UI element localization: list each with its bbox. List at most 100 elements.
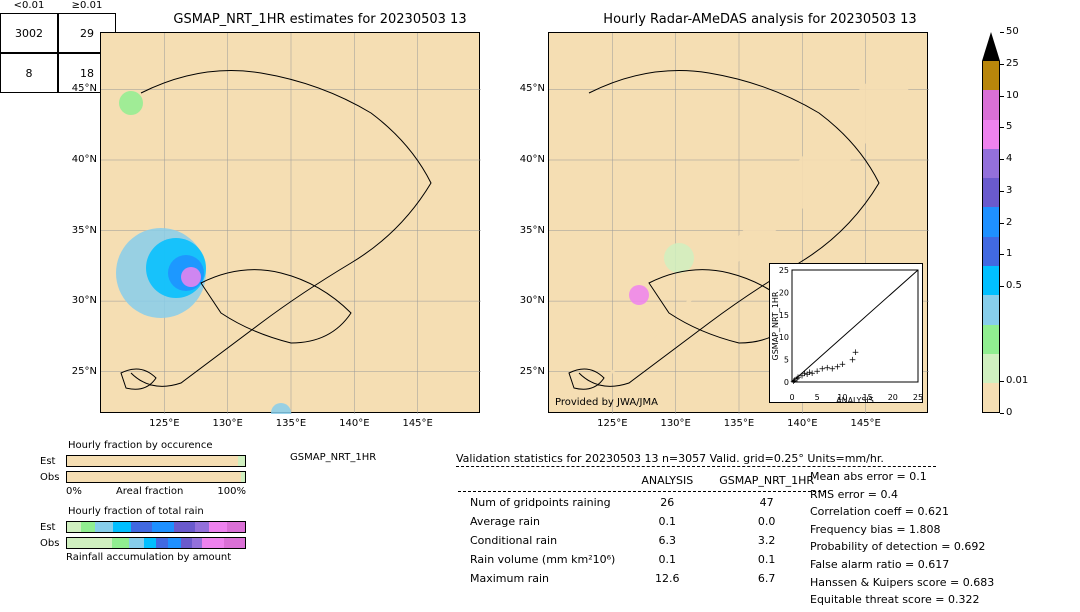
colorbar-segment (982, 90, 1000, 119)
y-tick-label: 35°N (57, 225, 97, 236)
bar-axis: 0%Areal fraction100% (66, 486, 246, 497)
colorbar-segment (982, 120, 1000, 149)
x-tick-label: 135°E (719, 418, 759, 429)
y-tick-label: 40°N (505, 154, 545, 165)
left-map-title: GSMAP_NRT_1HR estimates for 20230503 13 (140, 12, 500, 27)
val-cell: Maximum rain (458, 570, 627, 587)
val-cell: Rain volume (mm km²10⁶) (458, 551, 627, 568)
y-tick-label: 30°N (505, 295, 545, 306)
colorbar-segment (982, 61, 1000, 90)
y-tick-label: 25°N (505, 366, 545, 377)
stat-line: Equitable threat score = 0.322 (810, 591, 994, 609)
validation-table: ANALYSISGSMAP_NRT_1HRNum of gridpoints r… (456, 470, 828, 589)
colorbar-label: 5 (1006, 121, 1012, 132)
colorbar-segment (982, 32, 1000, 61)
stat-line: RMS error = 0.4 (810, 486, 994, 504)
stat-line: False alarm ratio = 0.617 (810, 556, 994, 574)
ct-col-header: ≥0.01 (58, 0, 116, 11)
stat-line: Mean abs error = 0.1 (810, 468, 994, 486)
colorbar-label: 25 (1006, 58, 1019, 69)
colorbar: 502510543210.50.010 (982, 32, 1000, 413)
colorbar-segment (982, 149, 1000, 178)
svg-text:0: 0 (789, 393, 794, 402)
x-tick-label: 140°E (334, 418, 374, 429)
bar (66, 521, 246, 533)
bar-row-label: Est (40, 456, 66, 467)
x-tick-label: 140°E (782, 418, 822, 429)
colorbar-label: 4 (1006, 153, 1012, 164)
validation-divider (456, 466, 936, 467)
val-col-header: GSMAP_NRT_1HR (707, 472, 826, 489)
ct-row-headers: <0.01≥0.01 (0, 14, 1, 94)
bar-caption: Rainfall accumulation by amount (66, 552, 246, 563)
val-cell: 6.3 (629, 532, 705, 549)
svg-text:10: 10 (779, 333, 789, 342)
bar-row-label: Obs (40, 538, 66, 549)
x-tick-label: 135°E (271, 418, 311, 429)
val-col-header: ANALYSIS (629, 472, 705, 489)
x-tick-label: 130°E (656, 418, 696, 429)
y-tick-label: 30°N (57, 295, 97, 306)
val-cell: 47 (707, 494, 826, 511)
bar (66, 537, 246, 549)
val-cell: 0.1 (629, 513, 705, 530)
y-tick-label: 45°N (505, 83, 545, 94)
colorbar-segment (982, 295, 1000, 324)
bar-row-label: Obs (40, 472, 66, 483)
ct-cell: 8 (0, 53, 58, 93)
svg-text:20: 20 (888, 393, 898, 402)
svg-text:25: 25 (913, 393, 923, 402)
colorbar-label: 1 (1006, 248, 1012, 259)
x-tick-label: 145°E (398, 418, 438, 429)
svg-text:5: 5 (815, 393, 820, 402)
rain-fraction-bars: Est ObsRainfall accumulation by amount (40, 520, 246, 563)
left-map: 45°N40°N35°N30°N25°N125°E130°E135°E140°E… (100, 32, 480, 413)
colorbar-label: 2 (1006, 217, 1012, 228)
colorbar-segment (982, 354, 1000, 383)
svg-text:20: 20 (779, 288, 789, 297)
scatter-inset: 00551010151520202525+++++++++++++++++ANA… (769, 263, 923, 403)
stat-line: Correlation coeff = 0.621 (810, 503, 994, 521)
colorbar-segment (982, 266, 1000, 295)
val-col-header (458, 472, 627, 489)
ct-title: GSMAP_NRT_1HR (290, 452, 376, 463)
rain-title: Hourly fraction of total rain (68, 506, 204, 517)
colorbar-label: 3 (1006, 185, 1012, 196)
ct-col-header: <0.01 (0, 0, 58, 11)
x-tick-label: 125°E (592, 418, 632, 429)
x-tick-label: 125°E (144, 418, 184, 429)
right-map: 45°N40°N35°N30°N25°N125°E130°E135°E140°E… (548, 32, 928, 413)
svg-text:5: 5 (784, 356, 789, 365)
colorbar-segment (982, 207, 1000, 236)
occ-title: Hourly fraction by occurence (68, 440, 212, 451)
svg-text:0: 0 (784, 378, 789, 387)
colorbar-segment (982, 325, 1000, 354)
val-cell: 3.2 (707, 532, 826, 549)
val-cell: 26 (629, 494, 705, 511)
svg-text:+: + (839, 360, 847, 370)
provided-label: Provided by JWA/JMA (555, 397, 658, 408)
val-cell: 0.1 (629, 551, 705, 568)
svg-text:GSMAP_NRT_1HR: GSMAP_NRT_1HR (771, 291, 780, 360)
colorbar-label: 50 (1006, 26, 1019, 37)
y-tick-label: 25°N (57, 366, 97, 377)
stats-list: Mean abs error = 0.1RMS error = 0.4Corre… (810, 468, 994, 609)
colorbar-label: 0 (1006, 407, 1012, 418)
colorbar-segment (982, 237, 1000, 266)
colorbar-label: 10 (1006, 90, 1019, 101)
right-map-title: Hourly Radar-AMeDAS analysis for 2023050… (560, 12, 960, 27)
x-tick-label: 145°E (846, 418, 886, 429)
svg-text:25: 25 (779, 266, 789, 275)
svg-text:+: + (852, 348, 860, 358)
colorbar-segment (982, 178, 1000, 207)
val-cell: Conditional rain (458, 532, 627, 549)
validation-header: Validation statistics for 20230503 13 n=… (456, 452, 884, 465)
colorbar-segment (982, 383, 1000, 412)
stat-line: Frequency bias = 1.808 (810, 521, 994, 539)
colorbar-label: 0.5 (1006, 280, 1022, 291)
bar-row-label: Est (40, 522, 66, 533)
svg-text:ANALYSIS: ANALYSIS (836, 396, 874, 404)
svg-text:15: 15 (779, 311, 789, 320)
bar (66, 471, 246, 483)
val-cell: 0.0 (707, 513, 826, 530)
